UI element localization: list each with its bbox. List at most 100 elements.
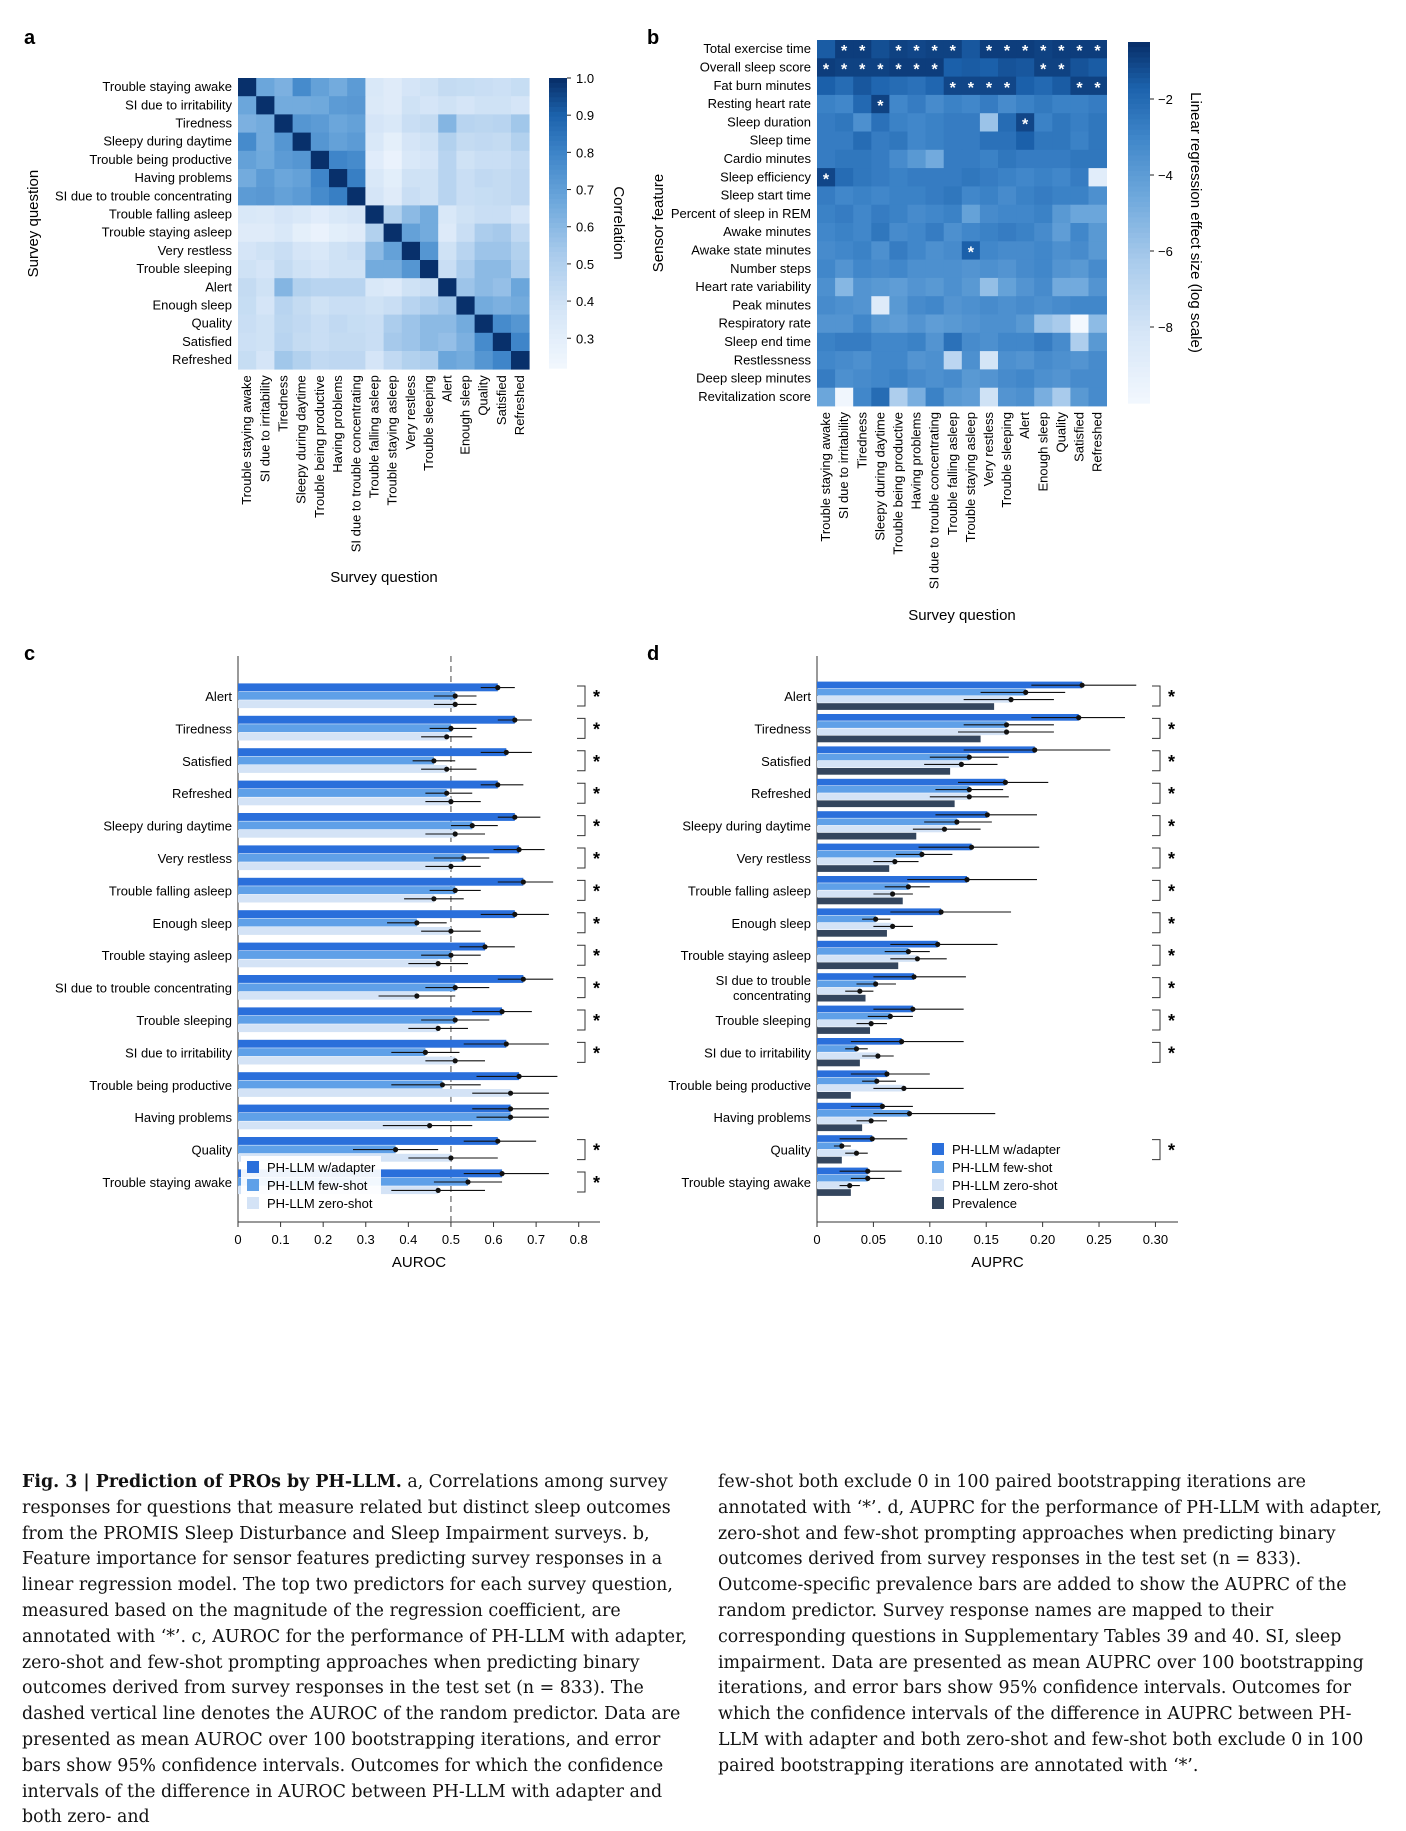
bar-d-x-tick-label: 0.15 [974,1232,999,1247]
heatmap-b-cell [835,351,854,370]
bar-d-mean-point [1079,682,1085,688]
heatmap-a-cell [438,96,457,115]
heatmap-b-star: * [823,171,830,188]
colorbar-b-tick-label: −6 [1158,244,1173,259]
colorbar-a-segment [549,208,567,214]
heatmap-b-cell [998,259,1017,279]
bar-d-x-tick-label: 0.30 [1143,1232,1168,1247]
heatmap-b-star: * [1022,43,1029,60]
heatmap-a-row-label: Quality [192,316,233,331]
heatmap-b-cell [1034,94,1053,114]
heatmap-a-cell [365,351,384,370]
bar-d-mean-point [919,851,925,858]
heatmap-a-col-label: Enough sleep [458,375,473,455]
heatmap-b-cell [889,259,908,279]
heatmap-b-cell [835,277,854,297]
heatmap-b-star: * [1058,61,1065,78]
heatmap-a-cell [438,332,457,352]
heatmap-b-cell [907,223,926,242]
heatmap-b-cell [1034,113,1053,132]
colorbar-a-segment [549,256,567,263]
heatmap-a-cell [401,260,421,279]
bar-d-significance-star: * [1168,946,1175,966]
heatmap-a-cell [401,132,421,152]
colorbar-a-segment [549,353,567,359]
heatmap-b-row-label: Resting heart rate [708,96,811,111]
heatmap-a-row-label: SI due to irritability [125,97,232,112]
heatmap-b-cell [1052,113,1071,132]
bar-c-bar [238,715,515,724]
heatmap-a-cell [438,241,457,261]
bar-c-mean-point [507,1090,514,1096]
heatmap-b-cell [889,314,908,334]
heatmap-a-col-label: Trouble staying awake [239,375,254,505]
heatmap-a-cell [365,78,384,97]
colorbar-b-segment [1128,289,1150,296]
heatmap-b-cell [907,314,926,334]
heatmap-b-cell [817,332,836,352]
bar-c-legend-box [241,1156,381,1220]
heatmap-a-cell [420,150,439,170]
bar-c-x-tick-label: 0.5 [442,1232,460,1247]
bar-c-bar [238,765,447,773]
bar-d-significance-star: * [1168,1141,1175,1161]
colorbar-b-segment [1128,268,1150,275]
bar-c-mean-point [465,1179,471,1185]
bar-c-significance-star: * [593,914,600,934]
bar-d-bar [817,897,903,905]
heatmap-a-col-label: Trouble staying asleep [385,375,400,505]
heatmap-b-cell [835,369,854,389]
colorbar-b-tick-label: −2 [1158,92,1173,107]
heatmap-a-cell [310,187,330,206]
heatmap-a-cell [511,169,530,188]
heatmap-a-cell [329,114,348,133]
heatmap-a-cell [256,150,275,170]
heatmap-a-cell [238,96,257,115]
colorbar-a-tick-label: 0.4 [576,294,594,309]
colorbar-b-segment [1128,341,1150,347]
heatmap-b-cell [853,277,872,297]
heatmap-b-cell [817,314,836,334]
heatmap-b-cell [1052,259,1071,279]
heatmap-b-cell [1070,131,1089,151]
heatmap-b-cell [943,241,963,260]
heatmap-a-cell [456,169,475,188]
colorbar-a-segment [549,136,567,142]
bar-c-mean-point [452,1058,458,1064]
colorbar-a-tick-label: 0.5 [576,257,594,272]
heatmap-b-cell [979,186,999,206]
heatmap-a-cell [310,278,330,297]
heatmap-b-cell [1034,168,1053,187]
heatmap-b-cell [943,296,963,315]
heatmap-b-cell [1016,277,1035,297]
bar-d-bar [817,818,957,826]
heatmap-a-row-label: Trouble being productive [89,152,232,167]
bar-d-mean-point [968,844,975,850]
heatmap-a-cell [310,314,330,334]
heatmap-b-cell [961,186,981,206]
bar-c-bar [238,813,515,821]
heatmap-b-cell [925,131,945,151]
bar-c-bar [238,1024,439,1033]
bar-c-mean-point [435,1187,441,1193]
heatmap-b-cell [961,168,981,187]
bar-c-significance-star: * [593,946,600,966]
colorbar-b-segment [1128,284,1150,291]
heatmap-a-cell [474,223,494,243]
bar-c-significance-bracket [577,815,586,837]
heatmap-a-cell [256,314,275,334]
heatmap-b-col-label: Sleepy during daytime [872,412,887,541]
heatmap-b-xlabel: Survey question [908,607,1016,624]
heatmap-b-cell [998,40,1017,59]
bar-c-bar [238,1104,511,1113]
heatmap-b-cell [943,168,963,187]
bar-d-bar [817,1182,850,1189]
bar-d-bar [817,760,962,768]
heatmap-b-cell [1016,387,1035,407]
heatmap-b-cell [817,241,836,260]
heatmap-b-cell [943,332,963,352]
colorbar-a-segment [549,227,567,234]
colorbar-a-segment [549,203,567,210]
heatmap-a-cell [347,114,366,133]
heatmap-b-cell [943,58,963,77]
